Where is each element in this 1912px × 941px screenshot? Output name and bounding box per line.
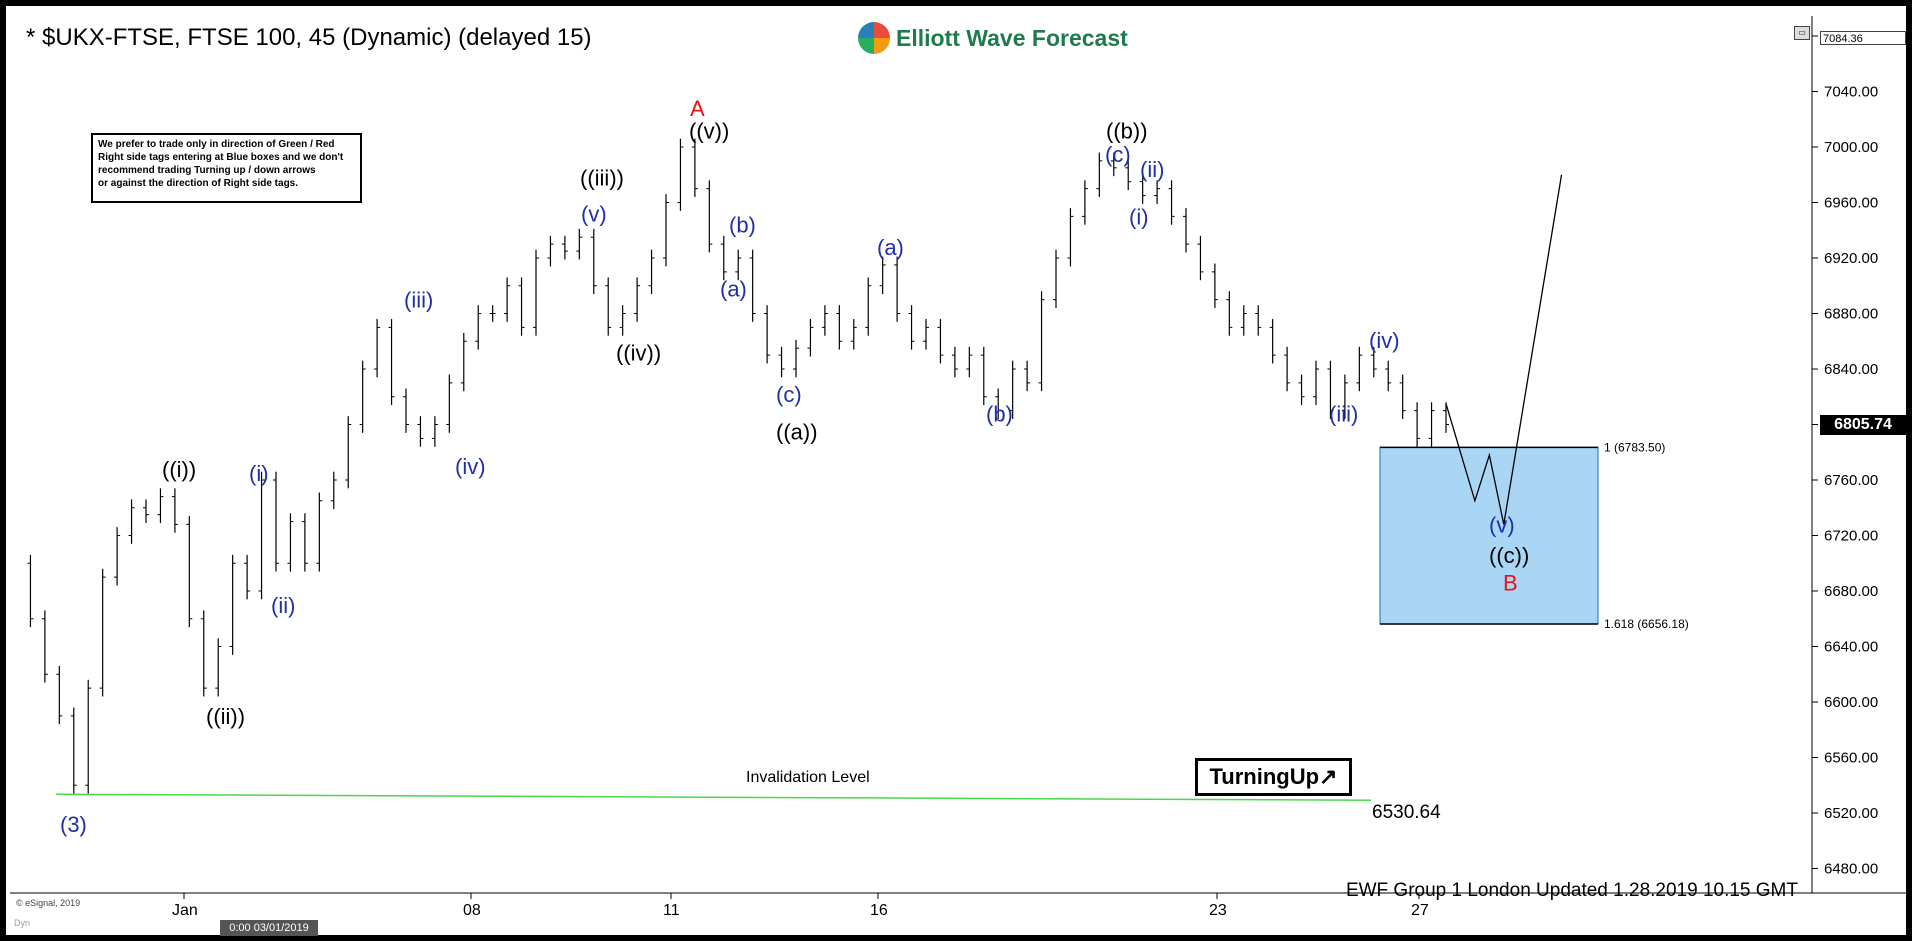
wave-label: A xyxy=(690,96,705,121)
wave-label: (i) xyxy=(249,461,269,486)
y-tick-label: 6960.00 xyxy=(1824,195,1878,212)
y-tick-label: 6760.00 xyxy=(1824,472,1878,489)
wave-label: (c) xyxy=(1105,142,1131,167)
y-tick-label: 6640.00 xyxy=(1824,639,1878,656)
wave-label: ((iv)) xyxy=(616,340,661,365)
note-line: or against the direction of Right side t… xyxy=(98,178,299,189)
wave-label: ((i)) xyxy=(162,457,196,482)
wave-label: ((ii)) xyxy=(206,704,245,729)
wave-label: ((iii)) xyxy=(580,166,624,191)
wave-label: (a) xyxy=(877,235,904,260)
y-tick-label: 6880.00 xyxy=(1824,306,1878,323)
y-tick-label: 6600.00 xyxy=(1824,694,1878,711)
blue-box-bottom-label: 1.618 (6656.18) xyxy=(1604,617,1689,631)
wave-label: (ii) xyxy=(1140,157,1164,182)
wave-label: ((c)) xyxy=(1489,543,1529,568)
brand-logo-icon xyxy=(858,22,890,54)
y-tick-label: 6480.00 xyxy=(1824,861,1878,878)
wave-label: (i) xyxy=(1129,204,1149,229)
wave-label: B xyxy=(1503,571,1518,596)
copyright: © eSignal, 2019 xyxy=(16,898,81,908)
wave-label: (iv) xyxy=(455,454,486,479)
wave-label: (c) xyxy=(776,382,802,407)
chart-title: * $UKX-FTSE, FTSE 100, 45 (Dynamic) (del… xyxy=(26,24,592,51)
y-tick-label: 7000.00 xyxy=(1824,139,1878,156)
x-tick-label: Jan xyxy=(172,902,198,919)
y-tick-label: 7040.00 xyxy=(1824,84,1878,101)
restore-window-icon[interactable]: ▭ xyxy=(1794,26,1810,40)
wave-label: (iii) xyxy=(1329,401,1358,426)
wave-label: (iv) xyxy=(1369,328,1400,353)
invalidation-label: Invalidation Level xyxy=(746,769,870,786)
note-line: Right side tags entering at Blue boxes a… xyxy=(98,152,344,163)
blue-box-top-label: 1 (6783.50) xyxy=(1604,440,1665,454)
invalidation-value: 6530.64 xyxy=(1372,802,1441,823)
note-line: recommend trading Turning up / down arro… xyxy=(98,165,316,176)
wave-label: ((a)) xyxy=(776,419,818,444)
wave-label: (3) xyxy=(60,812,87,837)
top-price-flag: 7084.36 xyxy=(1820,31,1906,45)
wave-label: (v) xyxy=(1489,512,1515,537)
cursor-date: 0:00 03/01/2019 xyxy=(220,920,318,936)
x-tick-label: 11 xyxy=(663,902,680,919)
y-tick-label: 6560.00 xyxy=(1824,750,1878,767)
wave-label: ((v)) xyxy=(689,118,729,143)
y-tick-label: 6680.00 xyxy=(1824,583,1878,600)
wave-label: ((b)) xyxy=(1106,118,1148,143)
x-tick-label: 08 xyxy=(463,902,481,919)
y-tick-label: 6840.00 xyxy=(1824,361,1878,378)
wave-label: (v) xyxy=(581,202,607,227)
current-price-flag: 6805.74 xyxy=(1820,415,1906,435)
projection-path xyxy=(1445,174,1563,525)
y-tick-label: 6920.00 xyxy=(1824,250,1878,267)
y-tick-label: 6720.00 xyxy=(1824,528,1878,545)
x-tick-label: 16 xyxy=(870,902,888,919)
brand-name: Elliott Wave Forecast xyxy=(896,24,1128,51)
trading-note: We prefer to trade only in direction of … xyxy=(91,133,362,203)
brand: Elliott Wave Forecast xyxy=(858,20,1128,56)
y-tick-label: 6520.00 xyxy=(1824,805,1878,822)
chart-frame: 7080.007040.007000.006960.006920.006880.… xyxy=(6,6,1906,936)
wave-label: (a) xyxy=(720,277,747,302)
update-stamp: EWF Group 1 London Updated 1.28.2019 10.… xyxy=(1345,880,1798,901)
note-line: We prefer to trade only in direction of … xyxy=(98,139,335,150)
wave-label: (b) xyxy=(729,213,756,238)
turning-up-badge: TurningUp↗ xyxy=(1195,758,1352,796)
blue-box xyxy=(1379,446,1599,625)
x-tick-label: 23 xyxy=(1209,902,1227,919)
wave-label: (ii) xyxy=(271,593,295,618)
dyn-label[interactable]: Dyn xyxy=(14,918,31,928)
invalidation-line xyxy=(55,793,1372,801)
wave-label: (iii) xyxy=(404,288,433,313)
x-tick-label: 27 xyxy=(1411,902,1429,919)
wave-label: (b) xyxy=(986,401,1013,426)
